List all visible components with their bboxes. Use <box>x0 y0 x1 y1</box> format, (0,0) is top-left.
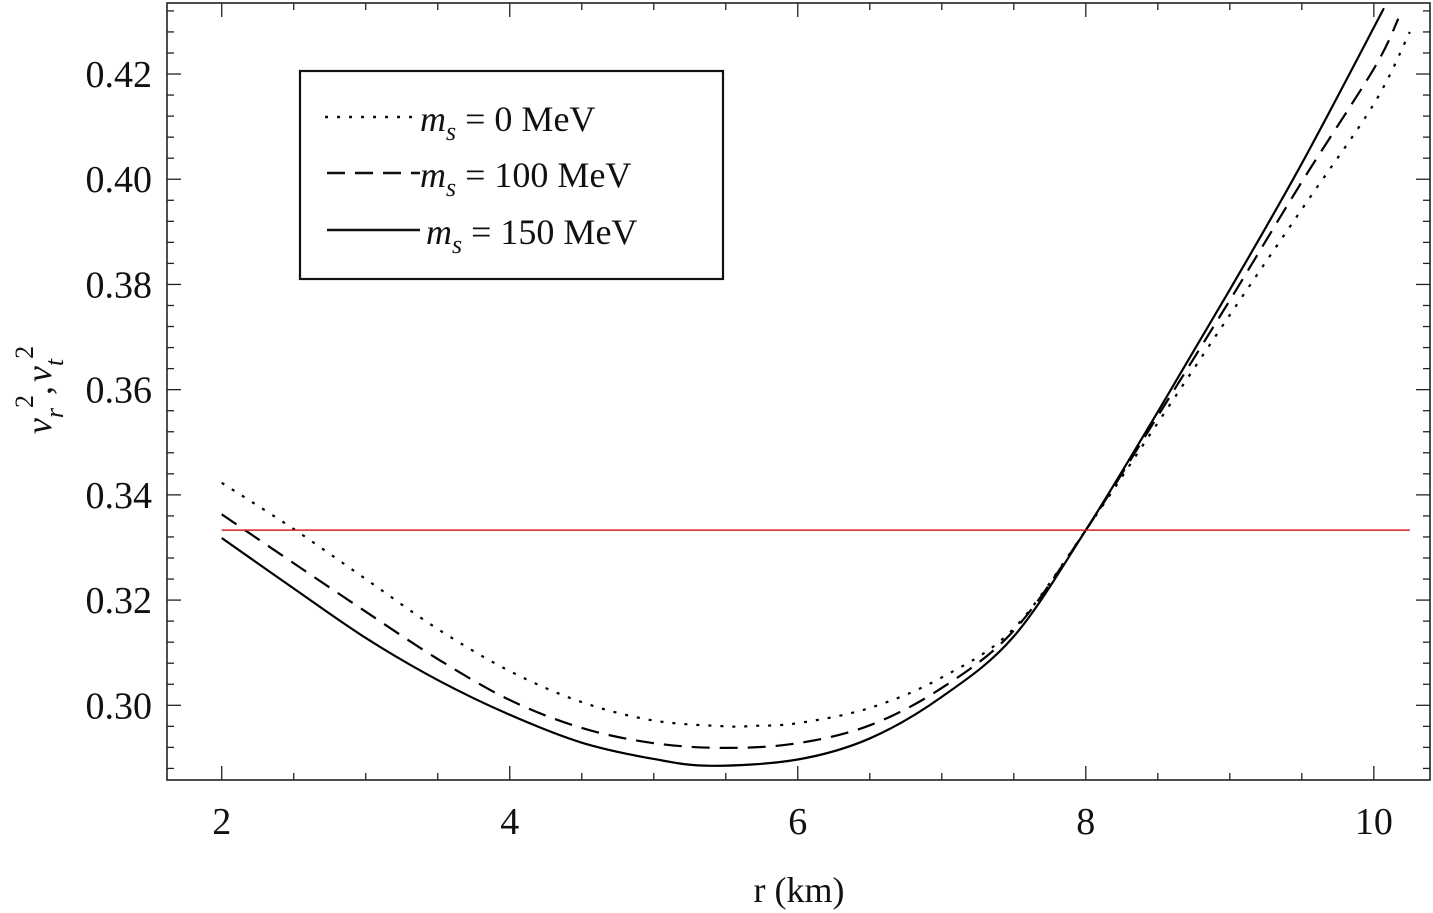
y-tick-label: 0.36 <box>86 370 153 412</box>
x-tick-label: 6 <box>788 801 807 843</box>
y-tick-label: 0.34 <box>86 475 153 517</box>
plot-frame <box>166 2 1431 781</box>
axis-tick-labels: 2 4 6 8 10 0.30 0.32 0.34 0.36 0.38 0.40 0.42 <box>86 54 1393 843</box>
y-tick-label: 0.40 <box>86 159 153 201</box>
y-tick-label: 0.38 <box>86 264 153 306</box>
x-axis-title: r (km) <box>754 870 845 910</box>
legend: ms = 0 MeV ms = 100 MeV ms = 150 MeV <box>298 69 725 281</box>
x-tick-label: 8 <box>1076 801 1095 843</box>
legend-label-ms-100: ms = 100 MeV <box>420 155 631 202</box>
legend-label-ms-150: ms = 150 MeV <box>426 212 637 259</box>
y-axis-title: vr2,vt2 <box>10 346 69 434</box>
x-tick-label: 10 <box>1355 801 1393 843</box>
legend-label-ms-0: ms = 0 MeV <box>420 99 595 146</box>
series-line-ms-150 <box>221 7 1385 767</box>
x-tick-label: 2 <box>212 801 231 843</box>
legend-box <box>298 69 725 281</box>
x-tick-label: 4 <box>500 801 519 843</box>
y-tick-label: 0.42 <box>86 54 153 96</box>
y-tick-label: 0.30 <box>86 685 153 727</box>
y-tick-label: 0.32 <box>86 580 153 622</box>
series-line-ms-100 <box>221 18 1400 750</box>
plot-lines <box>221 7 1411 767</box>
axis-ticks <box>167 3 1430 780</box>
